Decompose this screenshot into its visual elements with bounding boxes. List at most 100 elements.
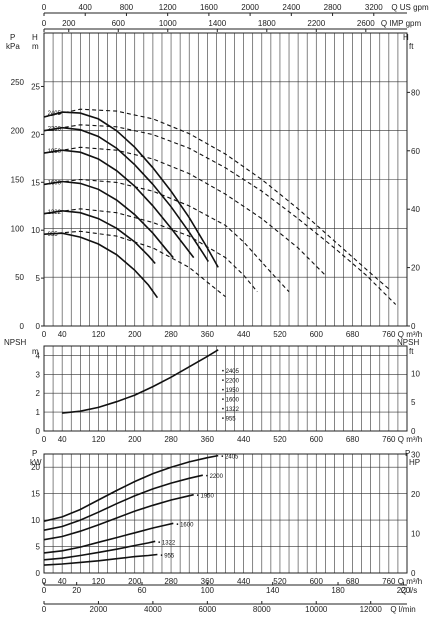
bottom-ls-tick-label: 100 (201, 586, 215, 595)
npsh-x-tick-label: 680 (346, 435, 360, 444)
text-layer: 0 40 120 200 280 360 440 520 600 680 760 Q m³/h0501… (4, 3, 429, 614)
npsh-axis-label: NPSH (4, 338, 26, 347)
npsh-speed-label: • 955 (222, 417, 236, 423)
npsh-speed-label: • 1950 (222, 388, 240, 394)
head-x-tick-label: 200 (128, 330, 142, 339)
power-kw-tick-label: 10 (31, 516, 40, 525)
npsh-speed-label: • 1600 (222, 398, 240, 404)
bottom-ls-label: Q l/s (401, 586, 417, 595)
power-x-tick-label: 40 (58, 577, 67, 586)
npsh-right-axis-label: NPSH (397, 338, 419, 347)
power-kw-tick-label: 0 (36, 569, 41, 578)
power-curve-955 (43, 553, 158, 566)
bottom-lmin-tick-label: 6000 (198, 605, 216, 614)
npsh-m-tick-label: 3 (36, 370, 41, 379)
head-x-tick-label: 40 (58, 330, 67, 339)
power-curve-1600 (43, 522, 174, 554)
power-curve-label: • 1322 (158, 540, 176, 546)
npsh-x-tick-label: 600 (310, 435, 324, 444)
head-dashed-curve (43, 230, 226, 298)
power-x-axis-label: Q m³/h (398, 577, 422, 586)
head-ft-tick-label: 0 (411, 322, 416, 331)
head-curve-1322 (43, 209, 156, 265)
npsh-ft-tick-label: 10 (411, 369, 420, 378)
bottom-lmin-tick-label: 0 (42, 605, 47, 614)
head-m-tick-label: 5 (36, 274, 41, 283)
npsh-x-tick-label: 360 (201, 435, 215, 444)
npsh-x-tick-label: 440 (237, 435, 251, 444)
power-x-tick-label: 440 (237, 577, 251, 586)
npsh-x-tick-label: 200 (128, 435, 142, 444)
top-impgpm-tick-label: 1000 (159, 19, 177, 28)
head-dashed-curve (43, 124, 397, 305)
power-p-axis-label: P (32, 449, 37, 458)
power-curve-1322 (43, 540, 156, 561)
power-x-tick-label: 360 (201, 577, 215, 586)
head-x-tick-label: 120 (92, 330, 106, 339)
bottom-lmin-tick-label: 8000 (253, 605, 271, 614)
top-usgpm-tick-label: 2000 (241, 3, 259, 12)
power-frame (43, 453, 408, 574)
npsh-ft-axis-label: ft (409, 347, 414, 356)
power-x-tick-label: 120 (92, 577, 106, 586)
npsh-speed-label: • 2405 (222, 369, 240, 375)
head-kpa-tick-label: 250 (11, 78, 25, 87)
power-curve-label: • 2405 (221, 455, 239, 461)
head-kpa-axis-label: kPa (6, 42, 20, 51)
head-curve-2200 (43, 126, 209, 262)
head-curve-label: 1322 (48, 210, 62, 216)
top-usgpm-tick-label: 1200 (159, 3, 177, 12)
head-kpa-tick-label: 50 (15, 273, 24, 282)
top-usgpm-label: Q US gpm (391, 3, 429, 12)
power-curve-label: • 1600 (176, 522, 194, 528)
power-x-tick-label: 680 (346, 577, 360, 586)
power-curve-2200 (43, 474, 203, 531)
curves-layer (43, 108, 397, 566)
power-hp-tick-label: 30 (411, 451, 420, 460)
top-impgpm-tick-label: 0 (42, 19, 47, 28)
npsh-x-tick-label: 280 (164, 435, 178, 444)
top-impgpm-tick-label: 200 (62, 19, 76, 28)
head-h-right-axis-label: H (403, 33, 409, 42)
npsh-speed-label: • 1322 (222, 407, 240, 413)
power-p-right-axis-label: P (405, 449, 410, 458)
head-curve-2405 (43, 111, 219, 268)
head-x-tick-label: 440 (237, 330, 251, 339)
top-usgpm-tick-label: 2400 (282, 3, 300, 12)
power-x-tick-label: 760 (382, 577, 396, 586)
head-ft-axis-label: ft (409, 42, 414, 51)
power-x-tick-label: 520 (273, 577, 287, 586)
power-curve-1950 (43, 493, 194, 541)
power-x-tick-label: 200 (128, 577, 142, 586)
top-impgpm-tick-label: 2600 (357, 19, 375, 28)
power-x-tick-label: 600 (310, 577, 324, 586)
power-kw-tick-label: 5 (36, 543, 41, 552)
head-ft-tick-label: 20 (411, 264, 420, 273)
head-kpa-tick-label: 100 (11, 224, 25, 233)
bottom-ls-tick-label: 220 (397, 586, 411, 595)
head-curve-1600 (43, 180, 174, 259)
top-usgpm-tick-label: 2800 (324, 3, 342, 12)
power-hp-axis-label: HP (409, 458, 420, 467)
head-dashed-curve (43, 208, 258, 293)
bottom-lmin-tick-label: 4000 (144, 605, 162, 614)
power-kw-axis-label: kW (30, 458, 42, 467)
head-curve-label: 955 (48, 232, 59, 238)
head-kpa-tick-label: 200 (11, 127, 25, 136)
npsh-curve (62, 349, 219, 414)
head-curve-label: 2405 (48, 111, 62, 117)
npsh-ft-tick-label: 5 (411, 398, 416, 407)
top-usgpm-tick-label: 1600 (200, 3, 218, 12)
head-x-tick-label: 680 (346, 330, 360, 339)
head-curve-label: 1950 (48, 149, 62, 155)
head-m-tick-label: 10 (31, 226, 40, 235)
npsh-ft-tick-label: 0 (411, 427, 416, 436)
head-m-tick-label: 0 (36, 322, 41, 331)
top-usgpm-tick-label: 0 (42, 3, 47, 12)
bottom-lmin-tick-label: 12000 (360, 605, 383, 614)
npsh-x-axis-label: Q m³/h (398, 435, 422, 444)
head-dashed-curve (43, 108, 390, 290)
npsh-m-tick-label: 0 (36, 427, 41, 436)
npsh-m-axis-label: m (32, 347, 39, 356)
